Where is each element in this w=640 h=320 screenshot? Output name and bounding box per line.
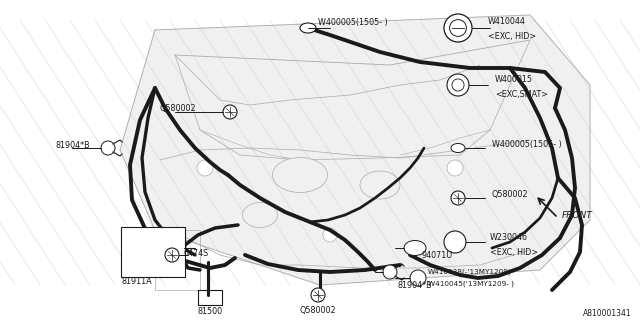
Circle shape (444, 14, 472, 42)
Text: <EXC, HID>: <EXC, HID> (488, 31, 536, 41)
Circle shape (447, 160, 463, 176)
Circle shape (451, 191, 465, 205)
Circle shape (410, 270, 426, 286)
FancyBboxPatch shape (121, 227, 185, 277)
Text: 81904*B: 81904*B (398, 281, 433, 290)
Text: 0474S: 0474S (183, 249, 208, 258)
Text: 81500: 81500 (197, 308, 223, 316)
Text: 81911A: 81911A (122, 277, 152, 286)
Text: W230046: W230046 (490, 234, 528, 243)
Circle shape (450, 20, 467, 36)
Text: <EXC,SMAT>: <EXC,SMAT> (495, 90, 548, 99)
Text: W410044: W410044 (488, 18, 526, 27)
Circle shape (323, 228, 337, 242)
Text: W410038(-'13MY1209): W410038(-'13MY1209) (428, 269, 511, 275)
Text: W410045('13MY1209- ): W410045('13MY1209- ) (428, 281, 514, 287)
Text: A810001341: A810001341 (584, 309, 632, 318)
Text: Q580002: Q580002 (492, 190, 529, 199)
Circle shape (444, 231, 466, 253)
Text: 94071U: 94071U (422, 251, 453, 260)
Text: W400005(1505- ): W400005(1505- ) (492, 140, 562, 149)
Ellipse shape (243, 203, 278, 228)
Circle shape (165, 248, 179, 262)
Text: FRONT: FRONT (562, 211, 593, 220)
Text: Q580002: Q580002 (160, 103, 196, 113)
Ellipse shape (360, 171, 400, 199)
Circle shape (101, 141, 115, 155)
Circle shape (223, 105, 237, 119)
Circle shape (452, 79, 464, 91)
Text: <EXC, HID>: <EXC, HID> (490, 247, 538, 257)
Ellipse shape (300, 23, 316, 33)
Text: W400005(1505- ): W400005(1505- ) (318, 18, 388, 27)
Ellipse shape (404, 241, 426, 255)
Polygon shape (120, 15, 590, 285)
Text: Q580002: Q580002 (300, 306, 336, 315)
Ellipse shape (273, 157, 328, 193)
Circle shape (383, 265, 397, 279)
Circle shape (447, 74, 469, 96)
Ellipse shape (451, 143, 465, 153)
Circle shape (197, 160, 213, 176)
Circle shape (311, 288, 325, 302)
Text: W400015: W400015 (495, 76, 533, 84)
Text: 81904*B: 81904*B (55, 140, 90, 149)
